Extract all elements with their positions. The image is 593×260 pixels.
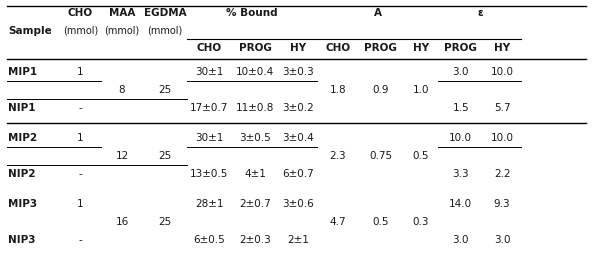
Text: 3.0: 3.0 bbox=[452, 67, 469, 77]
Text: ε: ε bbox=[477, 8, 483, 18]
Text: 3±0.2: 3±0.2 bbox=[282, 103, 314, 113]
Text: 3.3: 3.3 bbox=[452, 169, 469, 179]
Text: 3±0.6: 3±0.6 bbox=[282, 199, 314, 209]
Text: NIP2: NIP2 bbox=[8, 169, 36, 179]
Text: 25: 25 bbox=[158, 217, 171, 227]
Text: NIP1: NIP1 bbox=[8, 103, 36, 113]
Text: 11±0.8: 11±0.8 bbox=[236, 103, 275, 113]
Text: HY: HY bbox=[413, 43, 429, 53]
Text: (mmol): (mmol) bbox=[147, 25, 183, 35]
Text: MIP2: MIP2 bbox=[8, 133, 37, 143]
Text: -: - bbox=[79, 103, 82, 113]
Text: HY: HY bbox=[290, 43, 306, 53]
Text: 10±0.4: 10±0.4 bbox=[236, 67, 274, 77]
Text: 13±0.5: 13±0.5 bbox=[190, 169, 228, 179]
Text: PROG: PROG bbox=[364, 43, 397, 53]
Text: CHO: CHO bbox=[197, 43, 222, 53]
Text: 30±1: 30±1 bbox=[195, 67, 224, 77]
Text: 2.3: 2.3 bbox=[330, 151, 346, 161]
Text: 3.0: 3.0 bbox=[452, 235, 469, 245]
Text: 2±0.7: 2±0.7 bbox=[239, 199, 271, 209]
Text: 1.5: 1.5 bbox=[452, 103, 469, 113]
Text: 0.5: 0.5 bbox=[413, 151, 429, 161]
Text: MAA: MAA bbox=[109, 8, 135, 18]
Text: 1.0: 1.0 bbox=[413, 85, 429, 95]
Text: 12: 12 bbox=[116, 151, 129, 161]
Text: 25: 25 bbox=[158, 151, 171, 161]
Text: PROG: PROG bbox=[238, 43, 272, 53]
Text: 9.3: 9.3 bbox=[494, 199, 511, 209]
Text: 30±1: 30±1 bbox=[195, 133, 224, 143]
Text: 1: 1 bbox=[77, 133, 84, 143]
Text: 1.8: 1.8 bbox=[330, 85, 346, 95]
Text: 10.0: 10.0 bbox=[490, 133, 514, 143]
Text: 2.2: 2.2 bbox=[494, 169, 511, 179]
Text: MIP3: MIP3 bbox=[8, 199, 37, 209]
Text: 1: 1 bbox=[77, 199, 84, 209]
Text: PROG: PROG bbox=[444, 43, 477, 53]
Text: 25: 25 bbox=[158, 85, 171, 95]
Text: Sample: Sample bbox=[8, 26, 52, 36]
Text: (mmol): (mmol) bbox=[63, 25, 98, 35]
Text: 0.3: 0.3 bbox=[413, 217, 429, 227]
Text: 8: 8 bbox=[119, 85, 125, 95]
Text: 16: 16 bbox=[116, 217, 129, 227]
Text: A: A bbox=[374, 8, 382, 18]
Text: 3±0.5: 3±0.5 bbox=[239, 133, 271, 143]
Text: 10.0: 10.0 bbox=[490, 67, 514, 77]
Text: 14.0: 14.0 bbox=[449, 199, 472, 209]
Text: 3.0: 3.0 bbox=[494, 235, 511, 245]
Text: 4.7: 4.7 bbox=[330, 217, 346, 227]
Text: 3±0.3: 3±0.3 bbox=[282, 67, 314, 77]
Text: MIP1: MIP1 bbox=[8, 67, 37, 77]
Text: 4±1: 4±1 bbox=[244, 169, 266, 179]
Text: NIP3: NIP3 bbox=[8, 235, 36, 245]
Text: 0.5: 0.5 bbox=[372, 217, 389, 227]
Text: 0.75: 0.75 bbox=[369, 151, 393, 161]
Text: HY: HY bbox=[494, 43, 510, 53]
Text: (mmol): (mmol) bbox=[104, 25, 139, 35]
Text: 10.0: 10.0 bbox=[449, 133, 472, 143]
Text: CHO: CHO bbox=[68, 8, 93, 18]
Text: 2±0.3: 2±0.3 bbox=[239, 235, 271, 245]
Text: 5.7: 5.7 bbox=[494, 103, 511, 113]
Text: CHO: CHO bbox=[326, 43, 350, 53]
Text: 6±0.7: 6±0.7 bbox=[282, 169, 314, 179]
Text: 3±0.4: 3±0.4 bbox=[282, 133, 314, 143]
Text: 1: 1 bbox=[77, 67, 84, 77]
Text: -: - bbox=[79, 169, 82, 179]
Text: 2±1: 2±1 bbox=[287, 235, 309, 245]
Text: % Bound: % Bound bbox=[227, 8, 278, 18]
Text: 17±0.7: 17±0.7 bbox=[190, 103, 228, 113]
Text: 6±0.5: 6±0.5 bbox=[193, 235, 225, 245]
Text: 28±1: 28±1 bbox=[195, 199, 224, 209]
Text: 0.9: 0.9 bbox=[372, 85, 389, 95]
Text: -: - bbox=[79, 235, 82, 245]
Text: EGDMA: EGDMA bbox=[144, 8, 186, 18]
